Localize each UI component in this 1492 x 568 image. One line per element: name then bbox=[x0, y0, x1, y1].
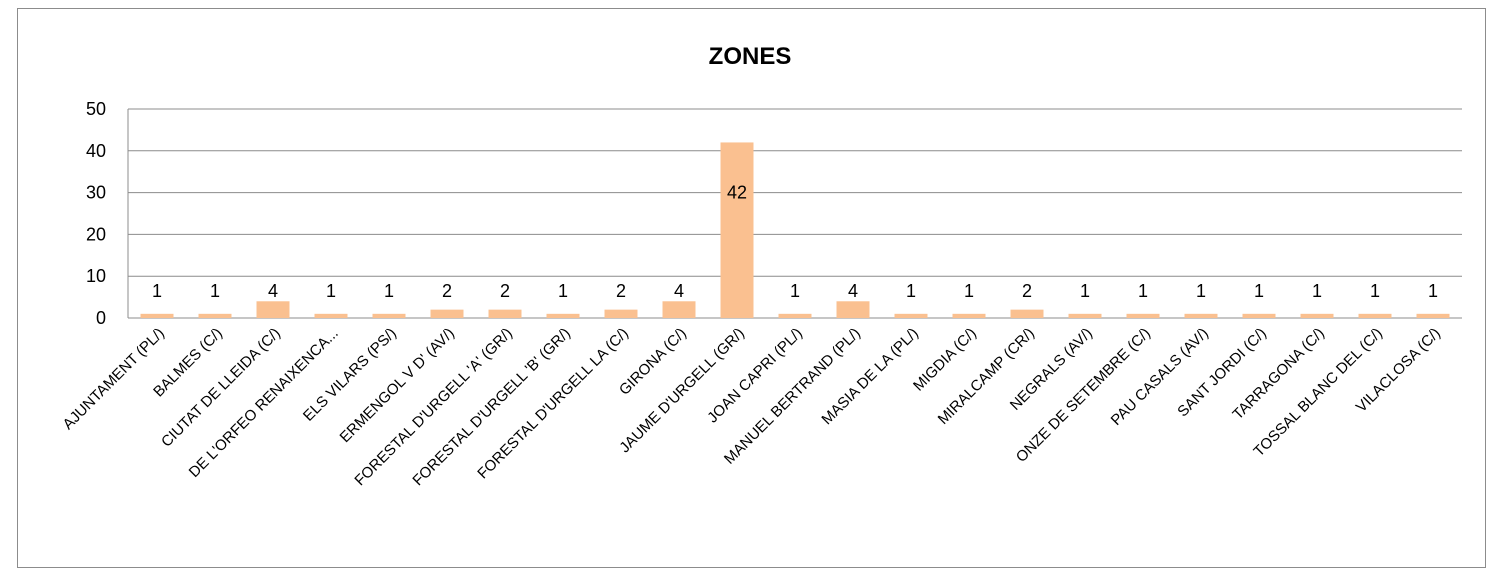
y-tick-label: 10 bbox=[86, 266, 106, 286]
data-label: 1 bbox=[1428, 281, 1438, 301]
category-label: ERMENGOL V D' (AV/) bbox=[337, 325, 458, 446]
category-label: PAU CASALS (AV/) bbox=[1108, 325, 1212, 429]
category-labels: AJUNTAMENT (PL/)BALMES (C/)CIUTAT DE LLE… bbox=[60, 325, 1444, 489]
data-label: 1 bbox=[210, 281, 220, 301]
bar bbox=[1300, 313, 1334, 318]
bar bbox=[546, 313, 580, 318]
data-label: 1 bbox=[1370, 281, 1380, 301]
data-label: 1 bbox=[964, 281, 974, 301]
bar bbox=[1010, 309, 1044, 318]
bar bbox=[430, 309, 464, 318]
data-label: 1 bbox=[384, 281, 394, 301]
data-labels: 1 1 4 1 1 2 2 1 2 4 42 1 4 1 1 2 1 1 1 1 1 1 1 bbox=[152, 182, 1438, 301]
bar bbox=[1242, 313, 1276, 318]
data-label: 1 bbox=[1196, 281, 1206, 301]
y-tick-label: 20 bbox=[86, 224, 106, 244]
chart-title: ZONES bbox=[709, 43, 792, 70]
bar bbox=[488, 309, 522, 318]
bar bbox=[140, 313, 174, 318]
data-label: 1 bbox=[558, 281, 568, 301]
category-label: CIUTAT DE LLEIDA (C/) bbox=[158, 325, 284, 451]
bar bbox=[1126, 313, 1160, 318]
data-label: 1 bbox=[790, 281, 800, 301]
data-label: 2 bbox=[442, 281, 452, 301]
bar bbox=[1358, 313, 1392, 318]
category-label: AJUNTAMENT (PL/) bbox=[60, 325, 168, 433]
data-label: 1 bbox=[1138, 281, 1148, 301]
data-label: 2 bbox=[616, 281, 626, 301]
data-label: 1 bbox=[1080, 281, 1090, 301]
bar bbox=[372, 313, 406, 318]
data-label: 1 bbox=[1312, 281, 1322, 301]
y-tick-label: 40 bbox=[86, 141, 106, 161]
y-tick-label: 30 bbox=[86, 183, 106, 203]
data-label: 4 bbox=[848, 281, 858, 301]
bar bbox=[198, 313, 232, 318]
bar bbox=[1416, 313, 1450, 318]
data-label: 4 bbox=[674, 281, 684, 301]
data-label: 2 bbox=[500, 281, 510, 301]
bar bbox=[720, 142, 754, 318]
data-label: 1 bbox=[906, 281, 916, 301]
y-tick-label: 0 bbox=[96, 308, 106, 328]
bar bbox=[604, 309, 638, 318]
bar bbox=[952, 313, 986, 318]
bar bbox=[778, 313, 812, 318]
bar bbox=[1068, 313, 1102, 318]
bar bbox=[894, 313, 928, 318]
category-label: MASIA DE LA (PL/) bbox=[818, 325, 921, 428]
category-label: MIRALCAMP (CR/) bbox=[935, 325, 1038, 428]
gridlines bbox=[127, 108, 1462, 319]
bar bbox=[1184, 313, 1218, 318]
data-label: 2 bbox=[1022, 281, 1032, 301]
bar bbox=[314, 313, 348, 318]
bar bbox=[256, 301, 290, 318]
bar bbox=[836, 301, 870, 318]
data-label: 1 bbox=[152, 281, 162, 301]
data-label: 1 bbox=[1254, 281, 1264, 301]
y-axis-tick-labels: 0 10 20 30 40 50 bbox=[86, 99, 106, 328]
data-label: 42 bbox=[727, 182, 747, 202]
y-tick-label: 50 bbox=[86, 99, 106, 119]
bars bbox=[140, 142, 1450, 318]
data-label: 4 bbox=[268, 281, 278, 301]
bar bbox=[662, 301, 696, 318]
data-label: 1 bbox=[326, 281, 336, 301]
